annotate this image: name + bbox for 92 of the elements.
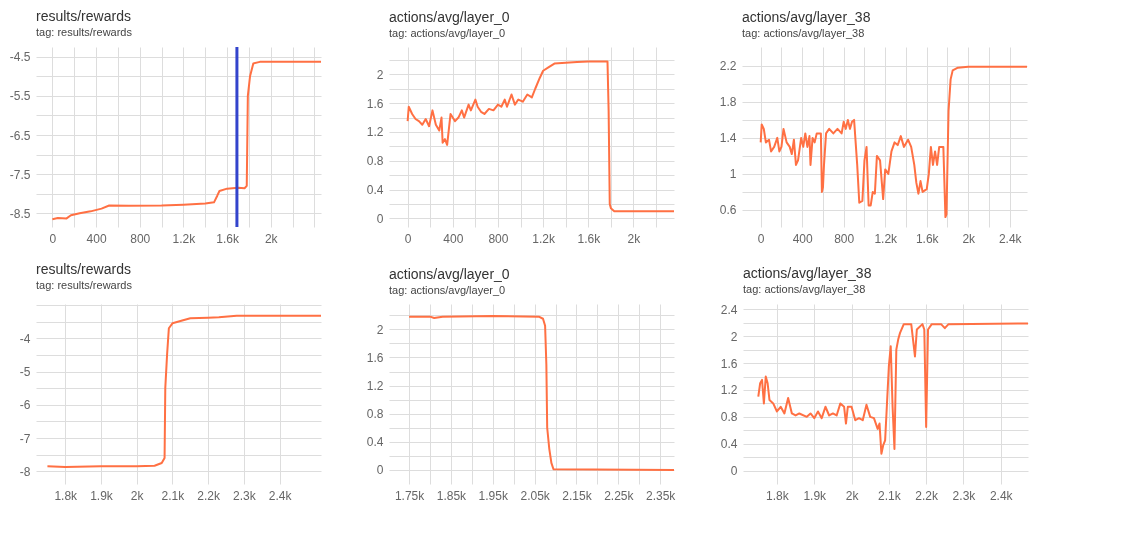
y-tick-label: 1.2 [366, 379, 384, 394]
y-tick-label: 1.4 [719, 131, 737, 146]
chart-title: actions/avg/layer_38 [743, 265, 872, 282]
y-tick-label: 0 [376, 211, 384, 226]
chart-title: actions/avg/layer_38 [742, 9, 871, 25]
x-tick-label: 2.3k [233, 488, 257, 503]
x-tick-label: 800 [130, 231, 151, 246]
x-tick-label: 2.25k [604, 488, 635, 503]
y-tick-label: -6 [19, 398, 31, 413]
y-tick-label: 0 [730, 464, 738, 479]
line-series [757, 322, 1028, 455]
chart-subtitle: tag: actions/avg/layer_0 [389, 27, 506, 39]
y-tick-label: -7.5 [9, 167, 31, 182]
y-tick-label: -8.5 [9, 206, 31, 221]
line-series [406, 60, 674, 213]
x-tick-label: 2k [627, 231, 642, 246]
x-tick-label: 1.6k [216, 231, 240, 246]
x-tick-label: 1.75k [394, 488, 426, 503]
y-tick-label: -6.5 [9, 128, 31, 143]
y-tick-label: 0.8 [366, 154, 384, 169]
x-tick-label: 2.35k [646, 488, 677, 503]
y-tick-label: 1.6 [720, 356, 738, 371]
x-tick-label: 0 [49, 231, 57, 246]
y-tick-label: 0 [376, 463, 384, 478]
y-tick-label: 1 [729, 167, 737, 182]
chart-title: results/rewards [36, 261, 131, 277]
chart-title: actions/avg/layer_0 [389, 266, 510, 282]
y-tick-label: 0.6 [719, 203, 737, 218]
x-tick-label: 1.9k [803, 488, 828, 503]
y-tick-label: 2 [376, 67, 384, 82]
x-tick-label: 1.6k [915, 231, 940, 246]
line-series [759, 65, 1027, 219]
x-tick-label: 2.1k [878, 488, 902, 503]
line-series [51, 60, 321, 221]
x-tick-label: 0 [757, 231, 765, 246]
x-tick-label: 2k [845, 488, 860, 503]
chart-subtitle: tag: results/rewards [36, 279, 133, 291]
y-tick-label: 0.4 [366, 183, 384, 198]
y-tick-label: 1.6 [366, 350, 384, 365]
y-tick-label: 0.4 [720, 437, 738, 452]
x-tick-label: 2.1k [161, 488, 186, 503]
x-tick-label: 2.4k [989, 488, 1014, 503]
x-tick-label: 2.3k [952, 488, 977, 503]
y-tick-label: -4.5 [9, 50, 31, 65]
x-tick-label: 400 [443, 231, 464, 246]
x-tick-label: 1.8k [766, 488, 790, 503]
y-tick-label: -5.5 [9, 89, 31, 104]
x-tick-label: 1.9k [90, 488, 114, 503]
x-tick-label: 1.6k [577, 231, 602, 246]
x-tick-label: 2.2k [915, 488, 939, 503]
y-tick-label: 2.2 [719, 59, 737, 74]
y-tick-label: 1.2 [720, 383, 738, 398]
x-tick-label: 400 [792, 231, 814, 246]
y-tick-label: -4 [19, 331, 31, 346]
x-tick-label: 2.4k [268, 488, 293, 503]
y-tick-label: 2 [376, 322, 384, 337]
x-tick-label: 1.95k [478, 488, 509, 503]
x-tick-label: 2k [962, 231, 977, 246]
y-tick-label: 1.6 [366, 96, 384, 111]
x-tick-label: 400 [86, 231, 107, 246]
y-tick-label: 0.8 [720, 410, 738, 425]
y-tick-label: 0.8 [366, 407, 384, 422]
x-tick-label: 2.15k [562, 488, 593, 503]
x-tick-label: 2.05k [520, 488, 551, 503]
x-tick-label: 2.2k [197, 488, 221, 503]
x-tick-label: 2k [130, 488, 145, 503]
y-tick-label: -8 [19, 464, 31, 479]
y-tick-label: 0.4 [366, 435, 384, 450]
y-tick-label: 2.4 [720, 302, 738, 317]
chart-subtitle: tag: results/rewards [36, 25, 133, 38]
y-tick-label: -7 [19, 431, 31, 446]
x-tick-label: 1.8k [54, 488, 79, 503]
x-tick-label: 800 [834, 231, 855, 246]
chart-title: results/rewards [36, 7, 131, 24]
x-tick-label: 2k [264, 231, 279, 246]
x-tick-label: 0 [404, 231, 412, 246]
y-tick-label: -5 [19, 365, 31, 380]
chart-title: actions/avg/layer_0 [389, 9, 510, 25]
x-tick-label: 2.4k [998, 231, 1023, 246]
x-tick-label: 800 [488, 231, 509, 246]
chart-subtitle: tag: actions/avg/layer_38 [743, 283, 866, 296]
line-series [46, 314, 321, 469]
x-tick-label: 1.2k [874, 231, 899, 246]
chart-subtitle: tag: actions/avg/layer_38 [742, 27, 865, 39]
y-tick-label: 1.8 [719, 95, 737, 110]
y-tick-label: 2 [730, 329, 738, 344]
x-tick-label: 1.2k [532, 231, 556, 246]
chart-subtitle: tag: actions/avg/layer_0 [389, 284, 506, 296]
y-tick-label: 1.2 [366, 125, 384, 140]
x-tick-label: 1.85k [436, 488, 468, 503]
line-series [408, 314, 674, 471]
x-tick-label: 1.2k [172, 231, 197, 246]
